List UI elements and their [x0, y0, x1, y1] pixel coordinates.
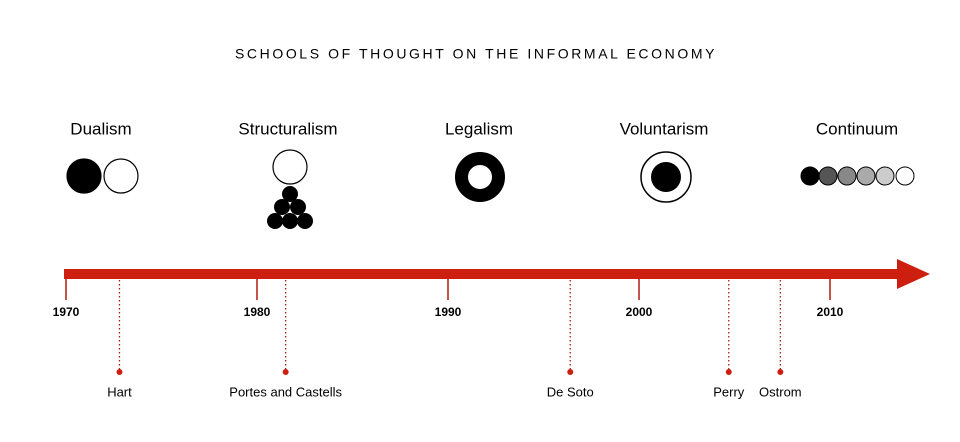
event-dot [282, 369, 289, 375]
school-label: Legalism [445, 119, 513, 138]
continuum-icon [800, 166, 915, 186]
tick-label: 1980 [244, 305, 271, 319]
tick-label: 1990 [435, 305, 462, 319]
school-label: Structuralism [238, 119, 337, 138]
title: SCHOOLS OF THOUGHT ON THE INFORMAL ECONO… [235, 46, 717, 62]
timeline-bar [64, 269, 900, 279]
tick-label: 1970 [53, 305, 80, 319]
event-dot [777, 369, 784, 375]
school-label: Continuum [816, 119, 898, 138]
legalism-icon [455, 152, 505, 202]
voluntarism-icon [640, 151, 692, 203]
event-label: Perry [713, 384, 745, 399]
event-dot [116, 369, 123, 375]
tick-label: 2000 [626, 305, 653, 319]
event-label: Hart [107, 384, 132, 399]
event-label: Ostrom [759, 384, 802, 399]
event-label: De Soto [547, 384, 594, 399]
structuralism-icon [267, 149, 313, 229]
school-label: Voluntarism [620, 119, 709, 138]
event-label: Portes and Castells [229, 384, 342, 399]
event-dot [725, 369, 732, 375]
tick-label: 2010 [817, 305, 844, 319]
timeline-arrow [897, 259, 930, 289]
event-dot [567, 369, 574, 375]
dualism-icon [66, 158, 139, 194]
school-label: Dualism [70, 119, 131, 138]
